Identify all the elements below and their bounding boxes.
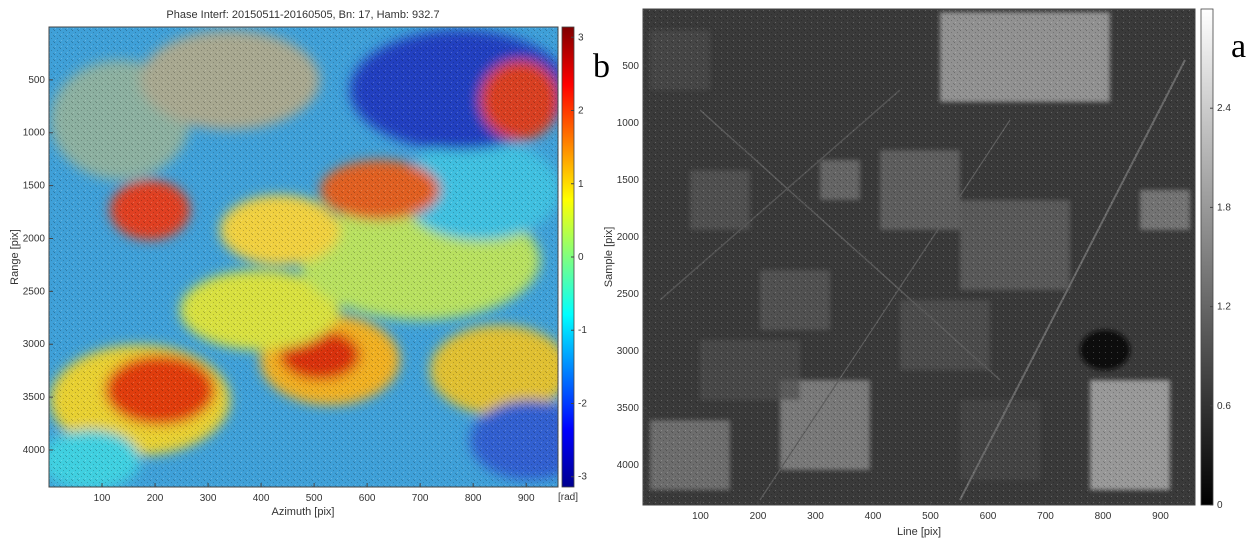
left-x-tick-label: 800 xyxy=(465,493,482,504)
left-colorbar-tick-label: 1 xyxy=(578,179,584,190)
left-colorbar-tick-label: 2 xyxy=(578,106,584,117)
left-y-tick-label: 1000 xyxy=(23,128,46,139)
right-x-ticks: 100 200 300 400 500 600 700 800 900 xyxy=(692,501,1169,522)
right-x-tick-label: 900 xyxy=(1152,511,1169,522)
right-y-tick-label: 2000 xyxy=(617,232,640,243)
left-colorbar-tick-label: -3 xyxy=(578,472,587,483)
right-y-tick-label: 1500 xyxy=(617,175,640,186)
left-y-tick-label: 500 xyxy=(28,75,45,86)
right-colorbar-tick-label: 1.2 xyxy=(1217,302,1231,313)
right-x-axis-label: Line [pix] xyxy=(897,526,941,538)
left-y-tick-label: 3000 xyxy=(23,339,46,350)
right-y-axis-label: Sample [pix] xyxy=(603,227,615,288)
left-y-ticks: 500 1000 1500 2000 2500 3000 3500 4000 xyxy=(23,75,53,456)
left-x-tick-label: 100 xyxy=(94,493,111,504)
right-y-ticks: 500 1000 1500 2000 2500 3000 3500 4000 xyxy=(617,61,647,471)
right-colorbar-tick-label: 2.4 xyxy=(1217,103,1231,114)
right-x-tick-label: 200 xyxy=(750,511,767,522)
right-colorbar-tick-label: 0.6 xyxy=(1217,401,1231,412)
right-x-tick-label: 100 xyxy=(692,511,709,522)
panel-label-b: b xyxy=(593,48,610,85)
amplitude-colorbar xyxy=(1200,8,1214,506)
amplitude-image-panel: 100 200 300 400 500 600 700 800 900 500 1000 1500 2… xyxy=(603,8,1246,538)
left-colorbar-tick-label: -1 xyxy=(578,325,587,336)
left-x-tick-label: 200 xyxy=(147,493,164,504)
right-x-tick-label: 500 xyxy=(922,511,939,522)
left-colorbar-tick-label: 3 xyxy=(578,32,584,43)
phase-image xyxy=(49,27,558,487)
right-y-tick-label: 4000 xyxy=(617,460,640,471)
phase-interferogram-panel: Phase Interf: 20150511-20160505, Bn: 17,… xyxy=(9,9,610,518)
left-y-tick-label: 4000 xyxy=(23,445,46,456)
amplitude-image xyxy=(643,9,1195,505)
right-y-tick-label: 1000 xyxy=(617,118,640,129)
left-y-tick-label: 3500 xyxy=(23,392,46,403)
right-colorbar-tick-label: 0 xyxy=(1217,500,1223,511)
left-y-tick-label: 2000 xyxy=(23,233,46,244)
phase-colorbar-ticks: 3 2 1 0 -1 -2 -3 xyxy=(571,32,587,483)
left-x-tick-label: 400 xyxy=(253,493,270,504)
left-colorbar-tick-label: -2 xyxy=(578,398,587,409)
left-x-ticks: 100 200 300 400 500 600 700 800 900 xyxy=(94,483,535,504)
left-x-tick-label: 900 xyxy=(518,493,535,504)
left-colorbar-tick-label: 0 xyxy=(578,252,584,263)
right-y-tick-label: 500 xyxy=(622,61,639,72)
right-colorbar-tick-label: 1.8 xyxy=(1217,202,1231,213)
left-x-tick-label: 500 xyxy=(306,493,323,504)
right-x-tick-label: 700 xyxy=(1037,511,1054,522)
amplitude-colorbar-ticks: 2.4 1.8 1.2 0.6 0 xyxy=(1210,103,1231,511)
panel-label-a: a xyxy=(1231,28,1246,65)
right-x-tick-label: 400 xyxy=(865,511,882,522)
left-plot-frame xyxy=(48,26,559,488)
right-x-tick-label: 300 xyxy=(807,511,824,522)
left-x-axis-label: Azimuth [pix] xyxy=(272,506,335,518)
left-x-tick-label: 700 xyxy=(412,493,429,504)
left-y-axis-label: Range [pix] xyxy=(9,229,21,285)
right-y-tick-label: 3000 xyxy=(617,346,640,357)
right-y-tick-label: 3500 xyxy=(617,403,640,414)
left-y-tick-label: 2500 xyxy=(23,286,46,297)
left-x-tick-label: 300 xyxy=(200,493,217,504)
right-x-tick-label: 600 xyxy=(980,511,997,522)
right-x-tick-label: 800 xyxy=(1095,511,1112,522)
phase-colorbar-unit: [rad] xyxy=(558,492,578,503)
right-plot-frame xyxy=(642,8,1196,506)
left-chart-title: Phase Interf: 20150511-20160505, Bn: 17,… xyxy=(166,9,439,21)
left-x-tick-label: 600 xyxy=(359,493,376,504)
right-y-tick-label: 2500 xyxy=(617,289,640,300)
left-y-tick-label: 1500 xyxy=(23,181,46,192)
